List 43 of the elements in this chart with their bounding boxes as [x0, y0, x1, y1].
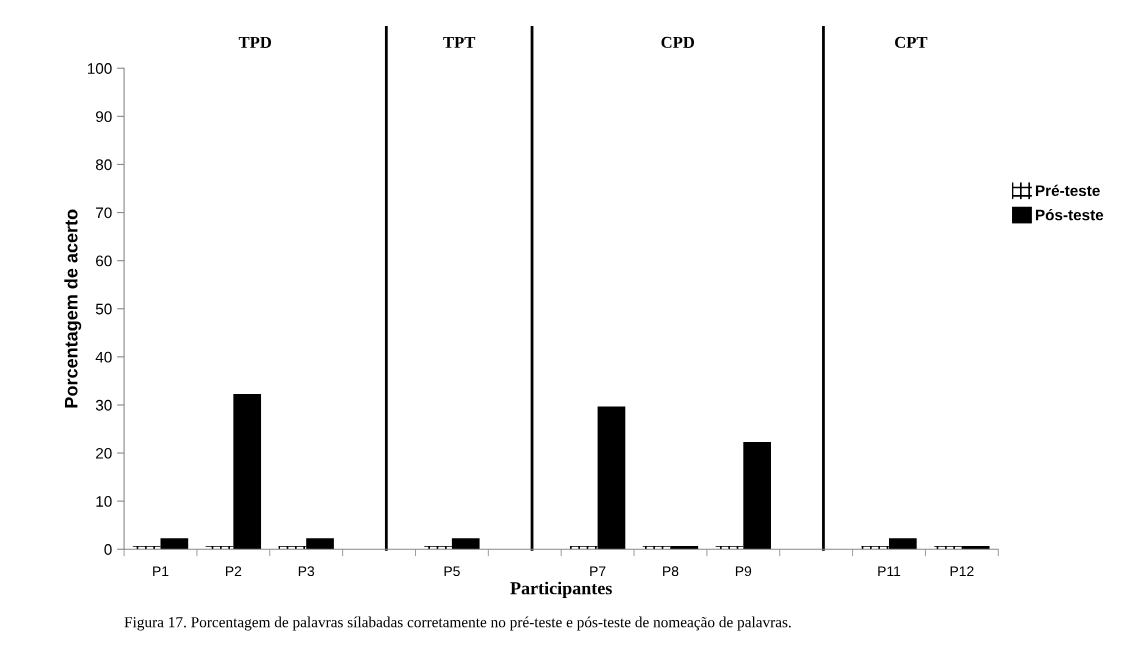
bar: [961, 545, 990, 550]
x-tick-label: P1: [153, 566, 169, 576]
x-tick-label: P5: [444, 566, 460, 577]
x-tick-label: P7: [590, 566, 606, 576]
text: CPD: [661, 36, 695, 49]
bar: [233, 393, 262, 550]
x-tick-label: P3: [298, 566, 315, 577]
text: TPT: [443, 36, 476, 48]
y-tick-label: 30: [95, 399, 112, 411]
bar: [424, 545, 452, 550]
legend-label: Pós-teste: [1035, 208, 1104, 221]
bar: [569, 545, 598, 550]
y-axis-title: Porcentagem de acerto: [64, 209, 82, 408]
x-tick-label: P11: [878, 566, 901, 576]
bar: [160, 538, 189, 550]
y-tick-label: 0: [104, 544, 112, 555]
bar: [597, 406, 626, 550]
y-tick-label: 50: [95, 303, 112, 315]
text: Figura 17. Porcentagem de palavras sílabadas corretamente no pré-teste e pós-teste de nomeação de palavras.: [124, 616, 791, 631]
y-tick-label: 20: [96, 447, 112, 459]
bar: [934, 545, 962, 550]
y-tick-label: 90: [96, 111, 112, 123]
x-tick-label: P9: [735, 566, 752, 577]
x-tick-label: P12: [950, 566, 974, 576]
text: TPD: [238, 36, 272, 48]
bar: [889, 538, 917, 550]
y-tick-label: 40: [95, 351, 112, 363]
y-tick-label: 10: [96, 496, 112, 507]
y-tick-label: 80: [95, 159, 112, 171]
y-tick-label: 70: [96, 207, 112, 219]
bar: [861, 545, 890, 550]
legend-label: Pré-teste: [1035, 184, 1100, 197]
text: CPT: [895, 36, 928, 49]
x-tick-label: P8: [663, 566, 679, 577]
bar: [451, 538, 480, 550]
y-tick-label: 100: [87, 63, 112, 74]
bar: [132, 545, 161, 550]
y-tick-label: 60: [96, 255, 112, 267]
bar: [670, 545, 699, 550]
x-axis-title: Participantes: [510, 581, 612, 599]
x-tick-label: P2: [226, 566, 242, 576]
bar: [306, 538, 334, 550]
bar: [743, 441, 771, 550]
